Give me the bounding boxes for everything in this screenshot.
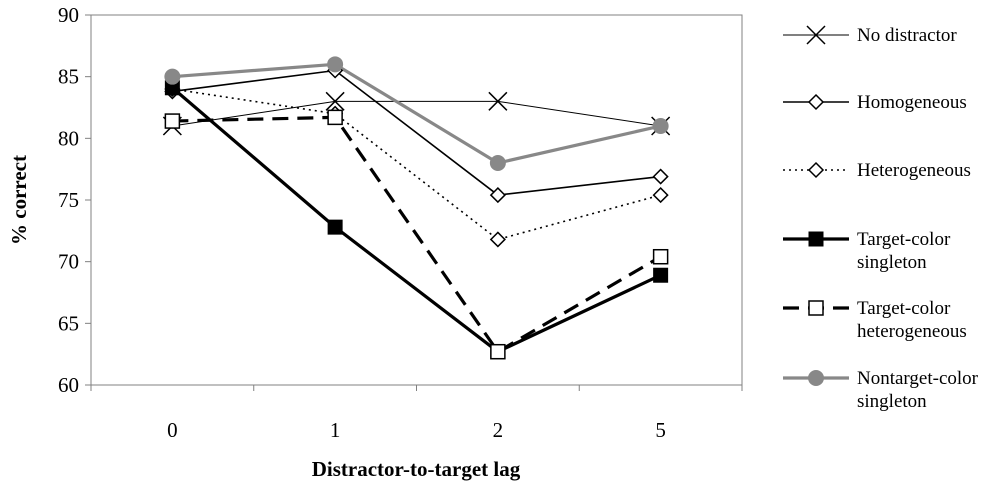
legend-item: Homogeneous: [783, 92, 967, 113]
data-point: [164, 113, 181, 129]
data-point: [652, 187, 669, 204]
data-point: [489, 231, 506, 248]
y-tick-label: 85: [58, 65, 79, 89]
x-axis: 0 1 2 5: [90, 385, 743, 442]
data-point: [488, 91, 508, 111]
legend-marker: [807, 93, 825, 111]
y-tick-label: 65: [58, 311, 79, 335]
data-point: [652, 248, 669, 265]
y-axis-title: % correct: [7, 155, 31, 245]
legend-label: Homogeneous: [857, 92, 967, 113]
series-lines: [171, 62, 662, 354]
data-point: [327, 56, 344, 73]
series-line: [172, 115, 662, 354]
data-point: [490, 343, 506, 360]
legend-label: Target-color: [857, 229, 951, 250]
x-tick-label: 1: [330, 418, 341, 442]
series-line: [172, 69, 661, 196]
x-tick-label: 0: [167, 418, 178, 442]
x-tick-label: 2: [493, 418, 504, 442]
legend-label: singleton: [857, 391, 927, 412]
legend-label: No distractor: [857, 25, 957, 46]
legend-label: Heterogeneous: [857, 160, 971, 181]
y-tick-label: 90: [58, 3, 79, 27]
legend-label: heterogeneous: [857, 321, 967, 342]
series-line: [172, 62, 661, 165]
legend: No distractor Homogeneous Heterogeneous Tar…: [783, 25, 979, 412]
y-tick-label: 70: [58, 250, 79, 274]
data-point: [652, 168, 669, 185]
data-point: [164, 68, 181, 85]
series-line: [171, 86, 662, 354]
data-point: [327, 219, 343, 235]
data-point: [653, 267, 669, 283]
x-tick-label: 5: [655, 418, 666, 442]
series-markers: [162, 56, 671, 360]
y-tick-label: 80: [58, 126, 79, 150]
legend-label: singleton: [857, 252, 927, 273]
data-point: [489, 187, 506, 204]
legend-marker: [808, 370, 824, 386]
legend-marker: [808, 231, 824, 247]
legend-item: Heterogeneous: [783, 160, 971, 181]
data-point: [489, 155, 506, 171]
y-tick-label: 60: [58, 373, 79, 397]
data-point: [325, 91, 345, 111]
legend-item: No distractor: [783, 25, 957, 46]
legend-label: Nontarget-color: [857, 368, 979, 389]
series-line: [172, 100, 661, 127]
x-axis-title: Distractor-to-target lag: [312, 457, 521, 481]
data-point: [327, 109, 343, 126]
legend-marker: [808, 300, 824, 316]
y-axis: 60 65 70 75 80 85 90: [58, 3, 91, 397]
legend-label: Target-color: [857, 298, 951, 319]
legend-marker: [806, 25, 826, 45]
data-point: [652, 118, 669, 134]
y-tick-label: 75: [58, 188, 79, 212]
legend-marker: [807, 161, 825, 179]
